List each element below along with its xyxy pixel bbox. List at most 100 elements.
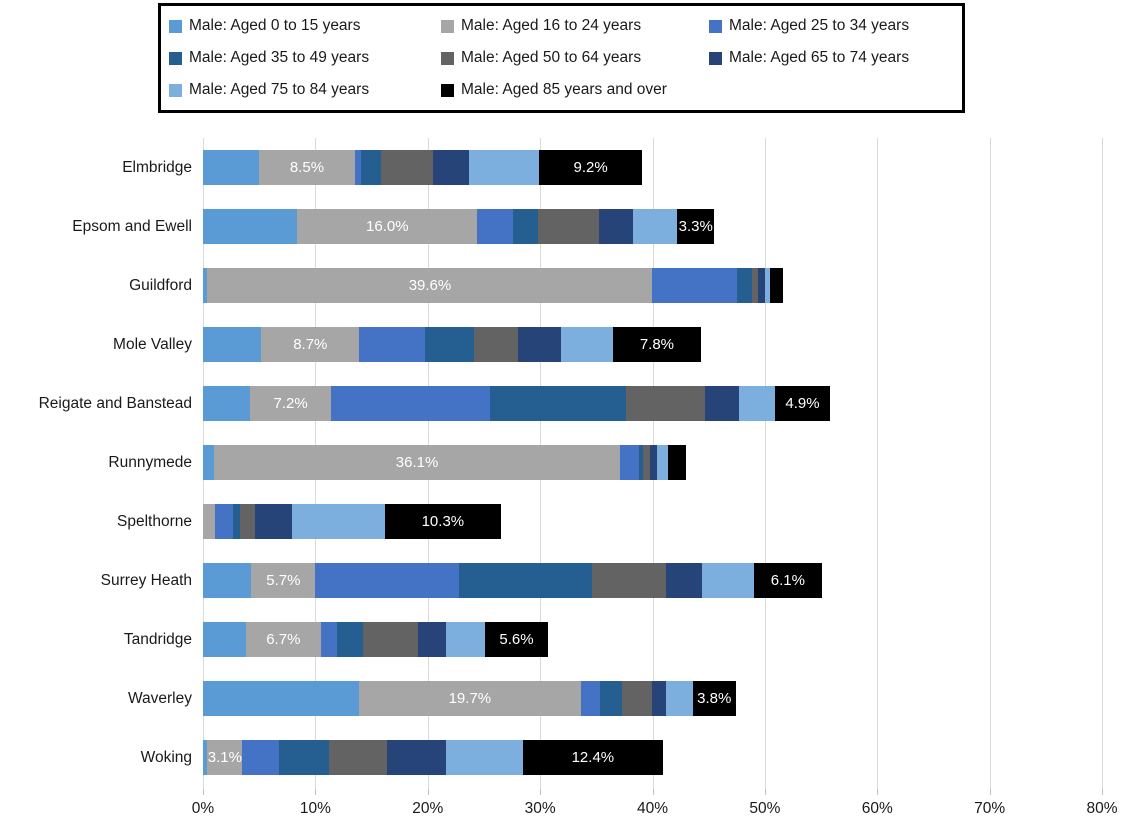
bar-segment	[665, 563, 702, 598]
bar-segment	[643, 445, 651, 480]
bar-row: Spelthorne 10.3%	[0, 492, 1102, 551]
category-label: Woking	[140, 748, 192, 766]
bar-segment	[203, 563, 252, 598]
legend-item: Male: Aged 50 to 64 years	[441, 49, 709, 67]
legend-swatch-icon	[709, 51, 722, 65]
bar-segment	[701, 563, 754, 598]
tick-mark	[652, 789, 654, 795]
legend-item: Male: Aged 25 to 34 years	[709, 17, 958, 35]
tick-mark	[877, 789, 879, 795]
bar-segment: 4.9%	[774, 386, 830, 421]
bar-segment	[599, 681, 623, 716]
stacked-bar: 36.1%	[203, 445, 1102, 480]
bar-row: Reigate and Banstead 7.2% 4.9%	[0, 374, 1102, 433]
segment-data-label: 36.1%	[395, 454, 439, 471]
bar-segment	[233, 504, 241, 539]
category-label: Mole Valley	[113, 335, 192, 353]
x-tick-label: 30%	[524, 800, 556, 817]
bar-segment: 3.3%	[677, 209, 715, 244]
bar-segment	[598, 209, 634, 244]
stacked-bar: 19.7% 3.8%	[203, 681, 1102, 716]
segment-data-label: 3.3%	[678, 218, 713, 235]
legend-item: Male: Aged 75 to 84 years	[169, 81, 441, 99]
legend-swatch-icon	[441, 83, 454, 97]
bar-segment	[203, 681, 360, 716]
bar-segment: 7.8%	[613, 327, 701, 362]
legend-swatch-icon	[169, 51, 182, 65]
legend-label: Male: Aged 85 years and over	[461, 81, 667, 98]
bar-row: Surrey Heath 5.7% 6.1%	[0, 551, 1102, 610]
tick-mark	[203, 789, 204, 795]
bar-segment	[433, 150, 470, 185]
bar-segment	[354, 150, 362, 185]
tick-mark	[764, 789, 766, 795]
bar-segment: 7.2%	[250, 386, 332, 421]
bar-segment: 10.3%	[385, 504, 501, 539]
bar-segment	[279, 740, 329, 775]
stacked-bar: 6.7% 5.6%	[203, 622, 1102, 657]
bar-rows: Elmbridge 8.5% 9.2% Epsom and Ewell 16.0% 3.3…	[0, 138, 1102, 787]
bar-segment	[639, 445, 644, 480]
bar-segment	[387, 740, 446, 775]
tick-mark	[989, 789, 991, 795]
gridline	[877, 138, 879, 789]
bar-segment: 16.0%	[297, 209, 478, 244]
category-label: Waverley	[127, 689, 192, 707]
tick-mark	[1102, 789, 1103, 795]
x-tick-label: 0%	[191, 800, 215, 817]
bar-segment	[203, 445, 215, 480]
bar-segment	[650, 445, 657, 480]
segment-data-label: 5.6%	[499, 631, 534, 648]
bar-segment	[764, 268, 771, 303]
bar-segment	[591, 563, 666, 598]
bar-row: Runnymede 36.1%	[0, 433, 1102, 492]
bar-segment	[656, 445, 669, 480]
x-tick-label: 80%	[1086, 800, 1118, 817]
legend-item: Male: Aged 85 years and over	[441, 81, 709, 99]
category-label: Tandridge	[123, 630, 192, 648]
bar-segment	[652, 268, 737, 303]
bar-segment	[362, 622, 418, 657]
stacked-bar: 5.7% 6.1%	[203, 563, 1102, 598]
legend-label: Male: Aged 50 to 64 years	[461, 49, 642, 66]
legend-item: Male: Aged 35 to 49 years	[169, 49, 441, 67]
bar-segment: 12.4%	[523, 740, 663, 775]
category-label: Guildford	[129, 276, 192, 294]
bar-segment	[380, 150, 434, 185]
category-label: Runnymede	[108, 453, 192, 471]
bar-row: Guildford 39.6%	[0, 256, 1102, 315]
bar-segment	[622, 681, 653, 716]
bar-segment	[652, 681, 666, 716]
segment-data-label: 10.3%	[421, 513, 465, 530]
bar-segment	[489, 386, 626, 421]
bar-segment	[336, 622, 363, 657]
bar-segment: 39.6%	[207, 268, 653, 303]
bar-segment	[705, 386, 739, 421]
bar-segment	[328, 740, 388, 775]
bar-segment	[331, 386, 490, 421]
x-axis: 0% 10% 20% 30% 40% 50% 60% 70% 80%	[192, 800, 1118, 822]
bar-row: Waverley 19.7% 3.8%	[0, 669, 1102, 728]
bar-segment	[736, 268, 753, 303]
category-label: Spelthorne	[117, 512, 192, 530]
bar-segment	[537, 209, 599, 244]
bar-segment: 36.1%	[214, 445, 620, 480]
bar-segment	[203, 209, 298, 244]
bar-segment	[240, 504, 255, 539]
stacked-bar: 3.1% 12.4%	[203, 740, 1102, 775]
segment-data-label: 6.1%	[770, 572, 805, 589]
bar-segment	[668, 445, 687, 480]
gridline	[764, 138, 766, 789]
bar-segment	[203, 622, 246, 657]
bar-segment	[254, 504, 292, 539]
stacked-bar: 39.6%	[203, 268, 1102, 303]
bar-segment	[291, 504, 385, 539]
legend-item: Male: Aged 65 to 74 years	[709, 49, 958, 67]
bar-segment	[580, 681, 600, 716]
x-tick-label: 20%	[412, 800, 444, 817]
legend-label: Male: Aged 35 to 49 years	[189, 49, 370, 66]
segment-data-label: 39.6%	[408, 277, 452, 294]
bar-segment	[203, 740, 208, 775]
bar-segment	[359, 327, 426, 362]
